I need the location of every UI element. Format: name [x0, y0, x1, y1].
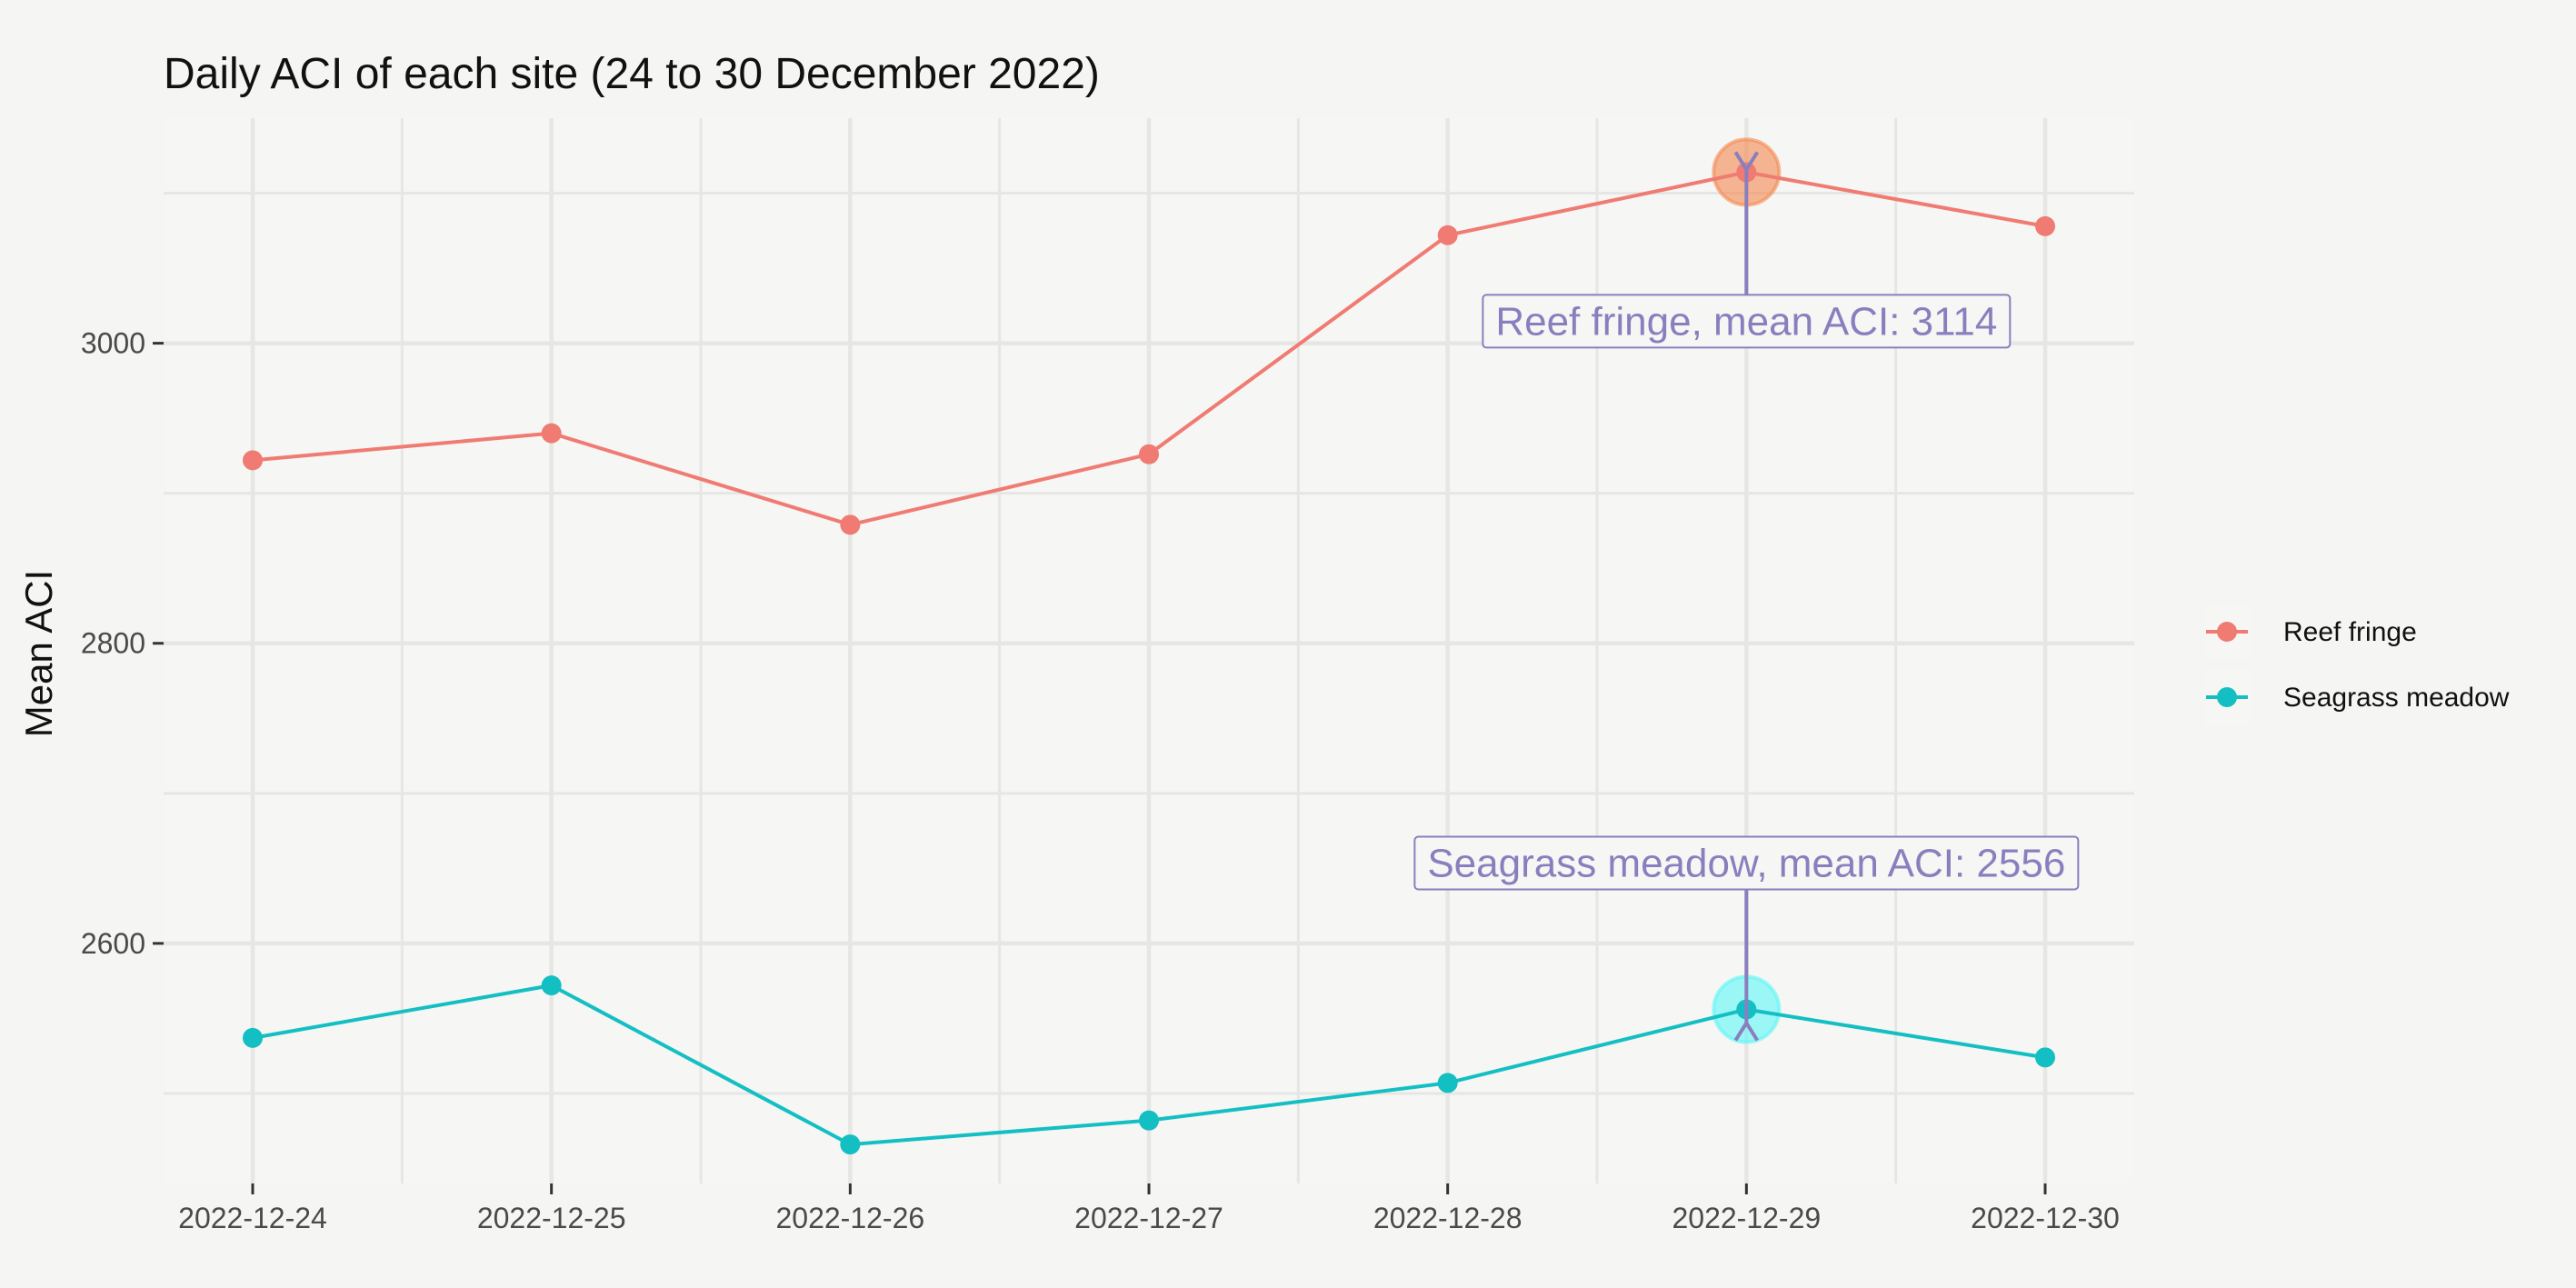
- data-point: [1139, 444, 1159, 464]
- data-point: [840, 514, 861, 535]
- data-point: [840, 1134, 861, 1155]
- data-point: [1437, 225, 1458, 245]
- x-tick-label: 2022-12-26: [775, 1202, 924, 1234]
- data-point: [243, 450, 263, 471]
- annotation-arrow-head: [1733, 151, 1760, 174]
- annotation-label: Reef fringe, mean ACI: 3114: [1495, 299, 1997, 344]
- annotation-label: Seagrass meadow, mean ACI: 2556: [1427, 842, 2065, 886]
- legend-label: Seagrass meadow: [2283, 683, 2510, 713]
- y-tick-label: 2600: [81, 927, 145, 960]
- x-tick-label: 2022-12-30: [1971, 1202, 2120, 1234]
- data-point: [2035, 215, 2055, 236]
- data-point: [541, 423, 562, 444]
- x-axis: 2022-12-24 2022-12-25 2022-12-26 2022-12-27…: [178, 1183, 2120, 1234]
- data-point: [1139, 1110, 1159, 1131]
- x-tick-label: 2022-12-28: [1373, 1202, 1523, 1234]
- x-tick-label: 2022-12-24: [178, 1202, 327, 1234]
- chart-title: Daily ACI of each site (24 to 30 Decembe…: [164, 50, 1100, 98]
- data-point: [2035, 1047, 2055, 1068]
- y-tick-label: 3000: [81, 327, 145, 360]
- x-tick-label: 2022-12-29: [1672, 1202, 1821, 1234]
- legend-label: Reef fringe: [2283, 617, 2417, 647]
- data-point: [541, 975, 562, 996]
- legend: Reef fringe Seagrass meadow: [2204, 603, 2510, 726]
- x-tick-label: 2022-12-27: [1074, 1202, 1223, 1234]
- y-axis: 2600 2800 3000: [81, 327, 164, 960]
- y-tick-label: 2800: [81, 627, 145, 660]
- legend-key-point: [2217, 622, 2237, 642]
- annotations: Reef fringe, mean ACI: 3114 Seagrass mead…: [1413, 151, 2080, 1042]
- legend-key-point: [2217, 687, 2237, 707]
- y-axis-label: Mean ACI: [17, 570, 60, 737]
- data-point: [1437, 1073, 1458, 1093]
- x-tick-label: 2022-12-25: [477, 1202, 626, 1234]
- data-point: [243, 1027, 263, 1048]
- annotation-arrow-head: [1733, 1019, 1760, 1042]
